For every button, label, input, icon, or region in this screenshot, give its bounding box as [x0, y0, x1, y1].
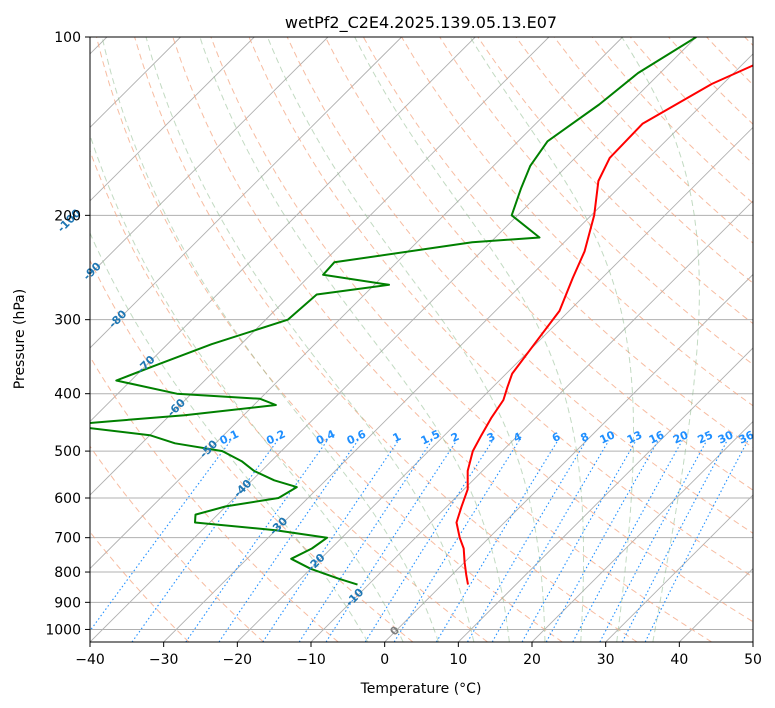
isotherm-line	[605, 494, 753, 642]
dry-adiabat	[90, 355, 339, 642]
x-tick-label: 10	[449, 652, 467, 668]
dry-adiabat	[248, 37, 753, 578]
y-tick-label: 300	[54, 313, 81, 329]
x-axis-title: Temperature (°C)	[360, 681, 482, 697]
dry-adiabat	[477, 37, 753, 325]
isotherm-line	[90, 37, 329, 276]
isotherm-line	[90, 37, 255, 202]
mixing-ratio-line	[325, 440, 458, 642]
moist-adiabat	[267, 37, 546, 642]
y-tick-label: 500	[54, 444, 81, 460]
mixing-ratio-label: 10	[598, 428, 618, 446]
mixing-ratio-label: 13	[625, 428, 644, 446]
x-tick-label: −10	[296, 652, 326, 668]
mixing-ratio-line	[545, 440, 659, 642]
dry-adiabat	[286, 37, 753, 534]
moist-adiabat	[621, 37, 700, 642]
mixing-ratio-line	[262, 440, 399, 642]
dewpoint-trace	[90, 37, 697, 586]
y-tick-label: 900	[54, 595, 81, 611]
x-tick-label: 40	[670, 652, 688, 668]
isotherm-line	[90, 37, 623, 570]
mixing-ratio-line	[521, 440, 637, 642]
y-tick-label: 600	[54, 491, 81, 507]
mixing-ratio-label: 20	[671, 428, 691, 446]
dry-adiabat	[515, 37, 753, 284]
moist-adiabat	[90, 231, 369, 642]
dry-adiabat	[90, 259, 414, 642]
isobar-grid	[90, 37, 753, 630]
x-tick-label: 50	[744, 652, 762, 668]
x-tick-label: 20	[523, 652, 541, 668]
dry-adiabat	[210, 37, 753, 623]
x-tick-label: −40	[75, 652, 105, 668]
dry-adiabat	[324, 37, 753, 491]
dry-adiabat	[172, 37, 712, 642]
dry-adiabat	[90, 445, 264, 642]
y-tick-label: 1000	[45, 622, 81, 638]
sounding-series	[90, 37, 753, 586]
moist-adiabat	[354, 37, 584, 642]
dry-adiabat	[134, 37, 638, 642]
mixing-ratio-line	[435, 440, 559, 642]
isotherm-line	[384, 273, 753, 642]
x-tick-label: 30	[597, 652, 615, 668]
isotherm-line	[531, 420, 753, 642]
y-tick-label: 400	[54, 387, 81, 403]
mixing-ratio-line	[90, 440, 232, 632]
isotherm-line	[90, 37, 550, 496]
mixing-ratio-lines	[90, 440, 749, 642]
y-tick-label: 100	[54, 30, 81, 46]
mixing-ratio-line	[218, 440, 359, 642]
dry-adiabat	[96, 37, 563, 642]
y-tick-label: 800	[54, 565, 81, 581]
mixing-ratio-label: 30	[716, 428, 736, 446]
mixing-ratio-line	[131, 440, 278, 642]
isotherm-line	[90, 37, 476, 423]
x-tick-label: 0	[380, 652, 389, 668]
moist-adiabat	[101, 37, 439, 642]
x-tick-label: −30	[149, 652, 179, 668]
isotherm-line	[90, 37, 697, 642]
mixing-ratio-label: 16	[647, 428, 667, 446]
chart-title: wetPf2_C2E4.2025.139.05.13.E07	[285, 13, 557, 33]
isotherm-line	[163, 53, 753, 642]
mixing-ratio-line	[393, 440, 520, 642]
isotherm-line	[90, 37, 402, 349]
isotherm-line	[458, 347, 753, 642]
temperature-trace	[455, 64, 753, 585]
mixing-ratio-label: 36	[737, 428, 757, 446]
isotherm-grid	[90, 37, 753, 642]
mixing-ratio-line	[364, 440, 494, 642]
x-tick-label: −20	[223, 652, 253, 668]
y-tick-label: 700	[54, 531, 81, 547]
mixing-ratio-line	[572, 440, 683, 642]
moist-adiabat	[145, 37, 475, 642]
y-axis-ticks: 100 200 300 400 500 600 700 800 900 1000	[45, 30, 90, 638]
y-tick-label: 200	[54, 208, 81, 224]
mixing-ratio-line	[298, 440, 433, 642]
plot-frame	[89, 36, 754, 643]
mixing-ratio-label: 25	[696, 428, 715, 446]
moist-adiabat	[90, 133, 404, 642]
mixing-ratio-line	[491, 440, 610, 642]
mixing-ratio-line	[467, 440, 587, 642]
moist-adiabat	[199, 37, 510, 642]
x-axis-ticks: −40 −30 −20 −10 0 10 20 30 40 50	[75, 642, 762, 668]
y-axis-title: Pressure (hPa)	[12, 289, 28, 389]
dry-adiabats	[90, 37, 753, 642]
isotherm-line	[237, 126, 753, 642]
